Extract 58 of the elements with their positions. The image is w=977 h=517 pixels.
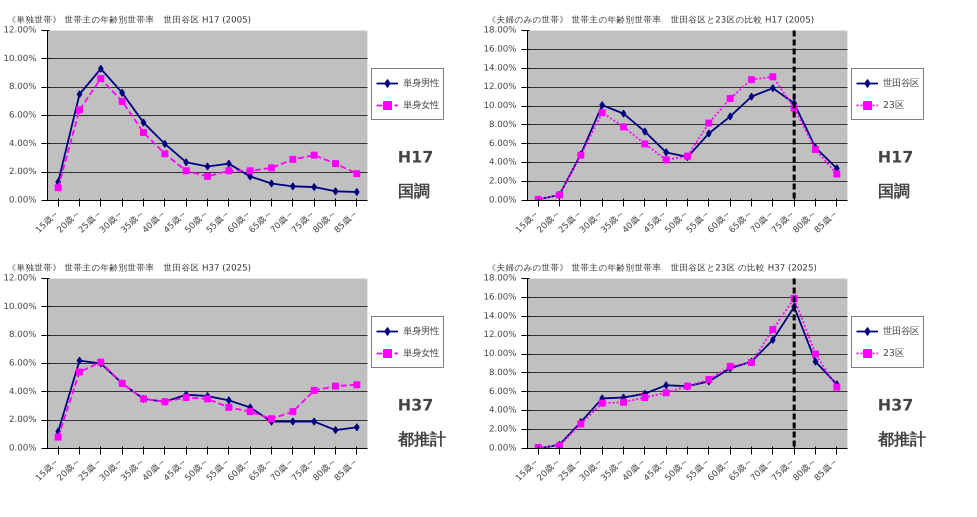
text: 国調 [878,182,910,200]
y-tick-label: 6.00% [9,358,36,368]
y-tick-label: 8.00% [9,82,36,92]
y-tick-label: 0.00% [489,196,516,206]
text: 都推計 [876,430,926,448]
chart-title: 《夫婦のみの世帯》 世帯主の年齢別世帯率 世田谷区と23区 の比較 H37 (2025) [488,262,817,274]
y-tick-label: 0.00% [9,444,36,454]
y-tick-label: 4.00% [9,386,36,397]
y-tick-label: 16.00% [483,292,517,302]
y-tick-label: 12.00% [3,274,37,284]
y-tick-label: 10.00% [483,101,517,112]
y-tick-label: 18.00% [483,26,517,36]
text: 国調 [398,182,430,200]
y-tick-label: 14.00% [483,311,517,322]
legend-label: 世田谷区 [883,324,919,338]
y-tick-label: 8.00% [489,368,516,378]
y-tick-label: 0.00% [9,196,36,206]
text: H37 [878,396,914,414]
y-tick-label: 2.00% [9,415,36,426]
y-tick-label: 10.00% [3,54,37,64]
y-tick-label: 16.00% [483,44,517,54]
y-tick-label: 8.00% [489,120,516,130]
y-tick-label: 2.00% [489,176,516,187]
y-tick-label: 18.00% [483,274,517,284]
y-tick-label: 2.00% [489,424,516,435]
y-tick-label: 12.00% [483,82,517,92]
text: 都推計 [396,430,446,448]
chart-title: 《単独世帯》 世帯主の年齢別世帯率 世田谷区 H37 (2025) [8,262,252,274]
x-tick-label: 85歳～ [812,207,840,236]
x-tick-label: 85歳～ [812,455,840,484]
text: H17 [398,148,434,166]
y-tick-label: 12.00% [483,330,517,340]
legend-label: 23区 [883,346,904,360]
y-tick-label: 12.00% [3,26,37,36]
text: H37 [398,396,434,414]
y-tick-label: 4.00% [9,138,36,149]
legend-label: 単身男性 [403,324,439,338]
y-tick-label: 14.00% [483,63,517,74]
legend-label: 単身女性 [403,346,439,360]
y-tick-label: 8.00% [9,330,36,340]
y-tick-label: 2.00% [9,167,36,178]
y-tick-label: 4.00% [489,158,516,168]
legend-label: 単身男性 [403,76,439,90]
chart-title: 《単独世帯》 世帯主の年齢別世帯率 世田谷区 H17 (2005) [8,14,252,26]
legend-label: 世田谷区 [883,76,919,90]
x-tick-label: 85歳～ [332,455,360,484]
y-tick-label: 6.00% [9,110,36,120]
y-tick-label: 10.00% [483,349,517,360]
y-tick-label: 0.00% [489,444,516,454]
legend-label: 23区 [883,98,904,112]
legend-label: 単身女性 [403,98,439,112]
chart-title: 《夫婦のみの世帯》 世帯主の年齢別世帯率 世田谷区と23区の比較 H17 (2005) [488,14,814,26]
y-tick-label: 4.00% [489,406,516,416]
y-tick-label: 10.00% [3,302,37,312]
text: H17 [878,148,914,166]
y-tick-label: 6.00% [489,138,516,149]
x-tick-label: 85歳～ [332,207,360,236]
y-tick-label: 6.00% [489,386,516,397]
